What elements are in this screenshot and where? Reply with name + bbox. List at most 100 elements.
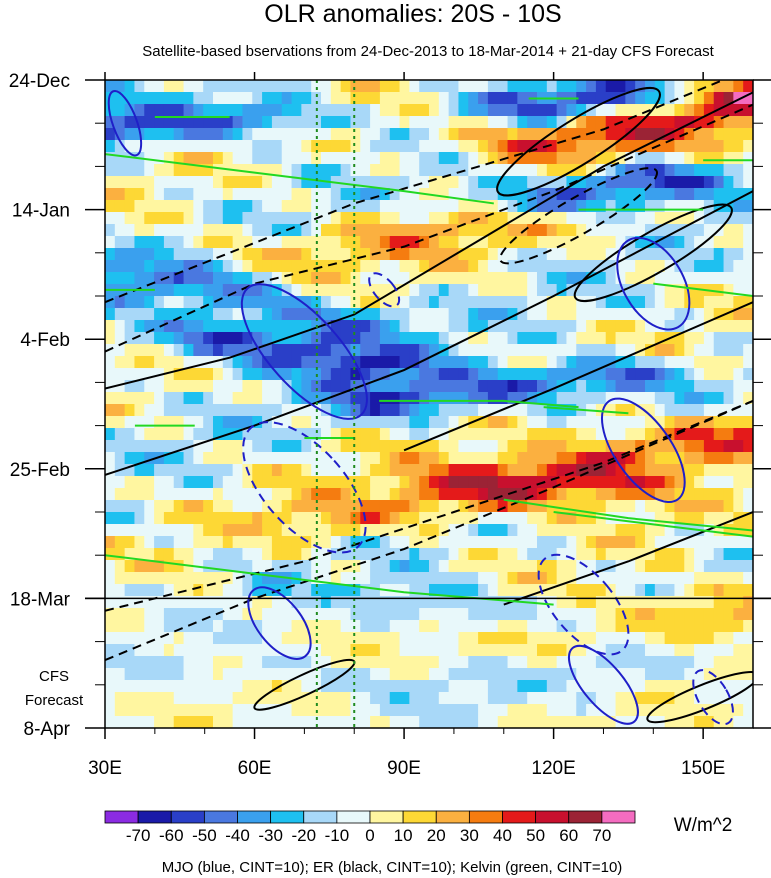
heat-cell bbox=[291, 104, 302, 117]
heat-cell bbox=[193, 104, 204, 117]
heat-cell bbox=[487, 416, 499, 429]
heat-cell bbox=[213, 284, 224, 297]
heat-cell bbox=[615, 440, 626, 453]
heat-cell bbox=[566, 716, 577, 728]
heat-cell bbox=[566, 104, 577, 117]
heat-cell bbox=[615, 236, 626, 249]
heat-cell bbox=[330, 392, 342, 405]
heat-cell bbox=[684, 236, 695, 249]
heat-cell bbox=[321, 284, 332, 297]
heat-cell bbox=[154, 536, 165, 549]
heat-cell bbox=[586, 500, 597, 513]
heat-cell bbox=[478, 128, 489, 141]
heat-cell bbox=[340, 680, 352, 693]
heat-cell bbox=[664, 188, 676, 201]
y-tick-label: 18-Mar bbox=[10, 589, 71, 610]
heat-cell bbox=[487, 716, 499, 728]
heat-cell bbox=[262, 656, 273, 669]
heat-cell bbox=[546, 704, 558, 717]
heat-cell bbox=[625, 716, 636, 728]
heat-cell bbox=[311, 260, 322, 273]
colorbar-swatch bbox=[369, 810, 404, 824]
heat-cell bbox=[635, 512, 646, 525]
heat-cell bbox=[576, 80, 587, 93]
heat-cell bbox=[379, 416, 391, 429]
heat-cell bbox=[291, 584, 302, 597]
heat-cell bbox=[163, 584, 175, 597]
forecast-label-line2: Forecast bbox=[25, 692, 84, 709]
heat-cell bbox=[497, 560, 509, 573]
heat-cell bbox=[213, 200, 224, 213]
heat-cell bbox=[114, 332, 126, 345]
heat-cell bbox=[232, 284, 244, 297]
heat-cell bbox=[173, 380, 185, 393]
heat-cell bbox=[517, 644, 528, 657]
heat-cell bbox=[605, 128, 617, 141]
heat-cell bbox=[674, 152, 685, 165]
heat-cell bbox=[595, 308, 607, 321]
heat-cell bbox=[173, 80, 185, 93]
heat-cell bbox=[497, 464, 509, 477]
heat-cell bbox=[321, 692, 332, 705]
heat-cell bbox=[605, 212, 617, 225]
heat-cell bbox=[556, 452, 568, 465]
heat-cell bbox=[262, 620, 273, 633]
heat-cell bbox=[222, 296, 234, 309]
heat-cell bbox=[154, 152, 165, 165]
heat-cell bbox=[183, 656, 194, 669]
heat-cell bbox=[173, 536, 185, 549]
heat-cell bbox=[615, 560, 626, 573]
heat-cell bbox=[566, 560, 577, 573]
heat-cell bbox=[360, 80, 371, 93]
heat-cell bbox=[713, 716, 725, 728]
heat-cell bbox=[478, 116, 489, 129]
heat-cell bbox=[556, 524, 568, 537]
heat-cell bbox=[252, 500, 263, 513]
heat-cell bbox=[478, 176, 489, 189]
heat-cell bbox=[487, 440, 499, 453]
heat-cell bbox=[379, 164, 391, 177]
heat-cell bbox=[537, 392, 548, 405]
heat-cell bbox=[124, 488, 136, 501]
heat-cell bbox=[576, 416, 587, 429]
heat-cell bbox=[124, 320, 136, 333]
heat-cell bbox=[399, 380, 410, 393]
heat-cell bbox=[124, 116, 136, 129]
heat-cell bbox=[419, 452, 430, 465]
heat-cell bbox=[311, 644, 322, 657]
heat-cell bbox=[389, 416, 401, 429]
heat-cell bbox=[419, 500, 430, 513]
er-contour bbox=[403, 301, 753, 452]
heat-cell bbox=[301, 416, 312, 429]
heat-cell bbox=[595, 128, 607, 141]
heat-cell bbox=[694, 596, 705, 609]
heat-cell bbox=[674, 512, 685, 525]
heat-cell bbox=[576, 560, 587, 573]
heat-cell bbox=[183, 128, 194, 141]
heat-cell bbox=[654, 188, 666, 201]
heat-cell bbox=[311, 476, 322, 489]
heat-cell bbox=[340, 260, 352, 273]
heat-cell bbox=[419, 380, 430, 393]
heat-cell bbox=[144, 212, 155, 225]
heat-cell bbox=[713, 560, 725, 573]
heat-cell bbox=[546, 488, 558, 501]
heat-cell bbox=[645, 560, 656, 573]
heat-cell bbox=[321, 656, 332, 669]
heat-cell bbox=[232, 536, 244, 549]
heat-cell bbox=[242, 104, 253, 117]
heat-cell bbox=[252, 512, 263, 525]
heat-cell bbox=[291, 464, 302, 477]
heat-cell bbox=[301, 236, 312, 249]
heat-cell bbox=[213, 524, 224, 537]
heat-cell bbox=[193, 140, 204, 153]
heat-cell bbox=[507, 548, 518, 561]
heat-cell bbox=[743, 656, 753, 669]
heat-cell bbox=[625, 536, 636, 549]
heat-cell bbox=[605, 344, 617, 357]
heat-cell bbox=[507, 368, 518, 381]
heat-cell bbox=[625, 596, 636, 609]
heat-cell bbox=[389, 188, 401, 201]
heat-cell bbox=[635, 704, 646, 717]
heat-cell bbox=[537, 368, 548, 381]
